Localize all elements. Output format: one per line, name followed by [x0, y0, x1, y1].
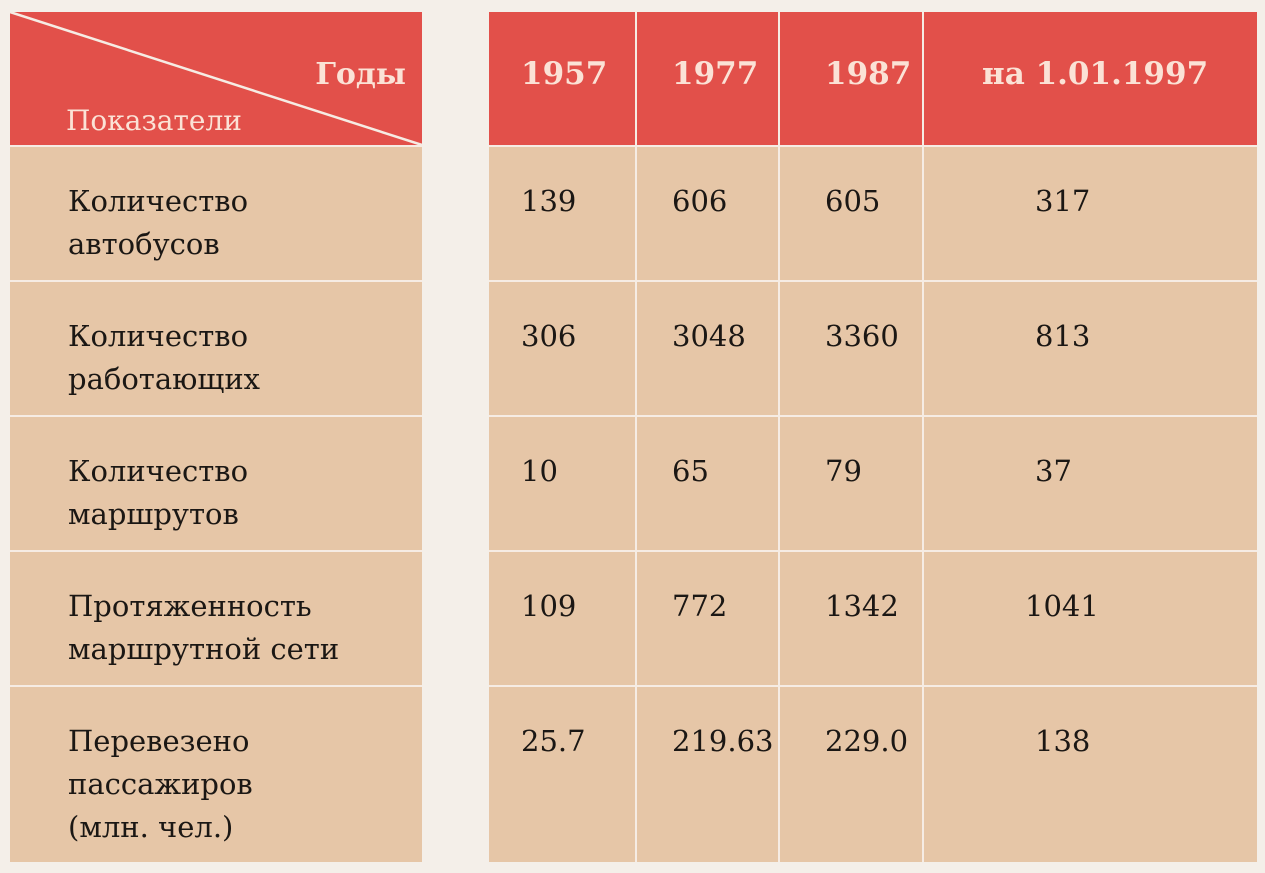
- row-divider: [489, 415, 1257, 417]
- row-label-line: маршрутов: [68, 497, 239, 531]
- table-cell: 813: [1035, 319, 1091, 353]
- row-divider: [10, 685, 422, 687]
- row-label-workers: Количество работающих: [68, 315, 260, 401]
- row-label-network-length: Протяженность маршрутной сети: [68, 585, 339, 671]
- row-label-line: работающих: [68, 362, 260, 396]
- row-label-routes: Количество маршрутов: [68, 450, 248, 536]
- row-label-line: Количество: [68, 454, 249, 488]
- table-cell: 65: [672, 454, 709, 488]
- table-cell: 229.0: [825, 724, 909, 758]
- row-divider: [10, 145, 422, 147]
- column-header-1957: 1957: [521, 56, 608, 92]
- table-cell: 772: [672, 589, 728, 623]
- table-cell: 1041: [1025, 589, 1099, 623]
- row-label-buses: Количество автобусов: [68, 180, 248, 266]
- corner-header-cell: Годы Показатели: [10, 12, 422, 145]
- table-cell: 306: [521, 319, 577, 353]
- column-divider: [635, 12, 637, 862]
- table-cell: 25.7: [521, 724, 586, 758]
- table-cell: 79: [825, 454, 862, 488]
- table-cell: 138: [1035, 724, 1091, 758]
- table-cell: 606: [672, 184, 728, 218]
- row-label-line: Количество: [68, 319, 249, 353]
- row-divider: [489, 280, 1257, 282]
- table-cell: 109: [521, 589, 577, 623]
- table-cell: 605: [825, 184, 881, 218]
- indicators-header-label: Показатели: [66, 104, 242, 137]
- table-cell: 139: [521, 184, 577, 218]
- years-header-label: Годы: [315, 57, 406, 92]
- table-cell: 37: [1035, 454, 1072, 488]
- row-divider: [489, 145, 1257, 147]
- column-divider: [922, 12, 924, 862]
- column-header-1977: 1977: [672, 56, 759, 92]
- row-label-line: Перевезено: [68, 724, 250, 758]
- row-label-line: автобусов: [68, 227, 220, 261]
- column-header-1987: 1987: [825, 56, 912, 92]
- row-divider: [489, 550, 1257, 552]
- table-cell: 3360: [825, 319, 899, 353]
- table-cell: 10: [521, 454, 558, 488]
- diagonal-divider: [10, 12, 422, 145]
- row-label-passengers: Перевезено пассажиров (млн. чел.): [68, 720, 253, 849]
- table-cell: 1342: [825, 589, 899, 623]
- row-label-line: Количество: [68, 184, 249, 218]
- row-label-line: Протяженность: [68, 589, 312, 623]
- row-label-line: маршрутной сети: [68, 632, 340, 666]
- values-grid: 1957 1977 1987 на 1.01.1997 139 606 605 …: [489, 12, 1257, 862]
- table-cell: 219.63: [672, 724, 774, 758]
- table-cell: 3048: [672, 319, 746, 353]
- row-divider: [10, 550, 422, 552]
- years-header-row: 1957 1977 1987 на 1.01.1997: [489, 12, 1257, 145]
- row-label-line: (млн. чел.): [68, 810, 234, 844]
- column-divider: [778, 12, 780, 862]
- table-cell: 317: [1035, 184, 1091, 218]
- column-header-1997: на 1.01.1997: [982, 56, 1209, 92]
- row-divider: [489, 685, 1257, 687]
- row-label-line: пассажиров: [68, 767, 253, 801]
- indicators-column: Годы Показатели Количество автобусов Кол…: [10, 12, 422, 862]
- row-divider: [10, 280, 422, 282]
- row-divider: [10, 415, 422, 417]
